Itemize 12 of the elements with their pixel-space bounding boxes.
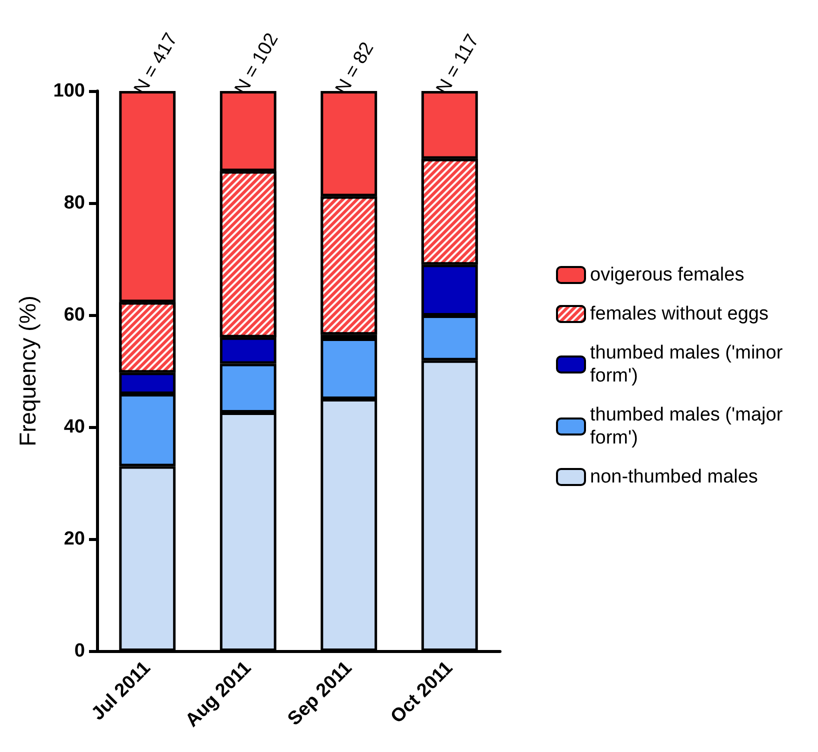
legend-label: thumbed males ('major form') xyxy=(590,404,788,448)
y-axis-title: Frequency (%) xyxy=(14,296,40,446)
y-tick-label: 20 xyxy=(64,528,85,550)
legend-label: ovigerous females xyxy=(590,264,744,286)
y-tick-label: 40 xyxy=(64,416,85,438)
legend-label: females without eggs xyxy=(590,304,768,324)
legend-label: non-thumbed males xyxy=(590,466,758,488)
y-tick-label: 80 xyxy=(64,192,85,214)
y-tick-label: 60 xyxy=(64,304,85,326)
legend-label: thumbed males ('minor form') xyxy=(590,342,788,386)
y-tick-label: 100 xyxy=(53,80,85,102)
y-tick-label: 0 xyxy=(74,640,85,662)
